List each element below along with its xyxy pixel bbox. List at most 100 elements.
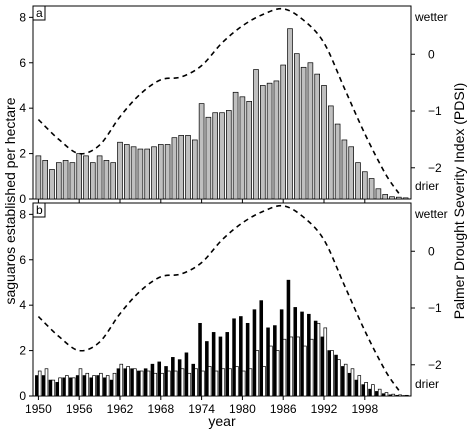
bar-panel-b-s0-1973 bbox=[191, 363, 196, 397]
bar-panel-b-s0-1994 bbox=[334, 354, 338, 397]
bar-panel-b-s0-1984 bbox=[266, 327, 270, 397]
bar-panel-b-s0-1981 bbox=[245, 322, 250, 397]
bar-panel-b-s0-1955 bbox=[69, 377, 73, 397]
bar-panel-b-s1-1990 bbox=[309, 338, 314, 397]
bar-panel-b-s0-1963 bbox=[123, 368, 128, 397]
x-tick-label-1986: 1986 bbox=[270, 402, 297, 416]
bar-panel-a-s0-2004 bbox=[402, 197, 409, 200]
bar-panel-a-s0-1967 bbox=[151, 146, 157, 200]
bar-panel-b-s0-1995 bbox=[341, 366, 345, 397]
y-axis-title: saguaros established per hectare bbox=[2, 97, 18, 304]
y-tick-label-a-2: 2 bbox=[19, 147, 26, 161]
bar-panel-b-s0-1957 bbox=[82, 375, 87, 397]
bar-panel-a-s0-1975 bbox=[205, 116, 212, 200]
bar-panel-a-s0-2000 bbox=[375, 188, 382, 200]
bar-panel-b-s1-1994 bbox=[337, 359, 341, 397]
bar-panel-b-s1-1982 bbox=[255, 350, 260, 397]
bar-panel-b-s0-1954 bbox=[62, 377, 66, 397]
bar-panel-a-s0-1952 bbox=[49, 169, 55, 200]
bar-panel-b-s0-1976 bbox=[211, 332, 216, 397]
bar-panel-b-s1-1959 bbox=[99, 372, 103, 397]
bar-panel-b-s1-1980 bbox=[241, 370, 246, 397]
bar-panel-a-s0-1962 bbox=[117, 141, 123, 200]
x-tick-label-1950: 1950 bbox=[25, 402, 52, 416]
bar-panel-b-s1-1957 bbox=[85, 372, 90, 397]
bar-panel-b-s0-1953 bbox=[55, 382, 60, 397]
bar-panel-a-s0-1959 bbox=[96, 155, 103, 200]
y-tick-label-a-6: 6 bbox=[19, 56, 26, 70]
bar-panel-a-s0-1996 bbox=[348, 146, 355, 200]
bar-panel-b-s0-1958 bbox=[89, 377, 94, 397]
bar-panel-b-s1-1960 bbox=[105, 375, 110, 397]
bar-panel-a-s0-1968 bbox=[158, 144, 164, 200]
bar-panel-a-s0-1979 bbox=[232, 91, 239, 200]
bar-panel-a-s0-1972 bbox=[185, 135, 191, 200]
bar-panel-b-s1-1970 bbox=[173, 370, 178, 397]
bar-panel-a-s0-1974 bbox=[198, 103, 205, 200]
bar-panel-b-s1-1992 bbox=[323, 327, 328, 397]
bar-panel-a-s0-1976 bbox=[212, 112, 219, 200]
bar-panel-b-s1-1995 bbox=[343, 363, 348, 397]
bar-panel-a-s0-1978 bbox=[226, 110, 232, 200]
bar-panel-b-s1-1977 bbox=[221, 368, 226, 397]
bar-panel-a-s0-2002 bbox=[389, 196, 395, 200]
bar-panel-b-s1-1950 bbox=[37, 370, 42, 397]
bar-panel-a-s0-1953 bbox=[55, 162, 62, 200]
bar-panel-a-s0-1984 bbox=[266, 82, 273, 200]
pdsi-line-a bbox=[37, 7, 400, 194]
bar-panel-b-s0-1966 bbox=[143, 368, 148, 397]
bar-panel-a-s0-1961 bbox=[110, 162, 117, 200]
bar-panel-b-s1-1954 bbox=[65, 375, 69, 397]
bar-panel-a-s0-1960 bbox=[103, 160, 110, 200]
bar-panel-b-s0-1998 bbox=[361, 384, 366, 397]
bar-panel-b-s1-1986 bbox=[282, 338, 287, 397]
bar-panel-b-s0-1979 bbox=[232, 318, 236, 397]
bar-panel-b-s1-1983 bbox=[262, 366, 266, 397]
bar-panel-b-s0-1967 bbox=[150, 363, 155, 397]
panel-b-wetter-label: wetter bbox=[414, 207, 448, 221]
bar-panel-b-s0-1968 bbox=[157, 361, 162, 397]
bar-panel-b-s0-1961 bbox=[109, 379, 114, 397]
y2-tick-label-a--2: −2 bbox=[428, 161, 442, 175]
x-tick-label-1974: 1974 bbox=[188, 402, 215, 416]
bar-panel-b-s1-1956 bbox=[78, 368, 83, 397]
bar-panel-b-s0-1971 bbox=[177, 359, 182, 397]
y-tick-label-b-4: 4 bbox=[19, 298, 26, 312]
bar-panel-b-s1-1965 bbox=[139, 370, 144, 397]
x-tick-label-1962: 1962 bbox=[107, 402, 134, 416]
bar-panel-b-s1-1997 bbox=[357, 375, 362, 397]
bar-panel-b-s1-1978 bbox=[228, 368, 232, 397]
bar-panel-b-s0-1989 bbox=[300, 311, 304, 397]
bar-panel-b-s0-1964 bbox=[130, 368, 134, 397]
pdsi-line-b bbox=[37, 204, 400, 391]
bar-panel-b-s1-1961 bbox=[112, 372, 117, 397]
bar-panel-a-s0-1986 bbox=[280, 64, 287, 200]
y-tick-label-b-8: 8 bbox=[19, 207, 26, 221]
bar-panel-b-s1-1971 bbox=[180, 368, 185, 397]
bar-panel-b-s1-1951 bbox=[44, 368, 49, 397]
bar-panel-b-s1-1973 bbox=[194, 368, 198, 397]
panel-b-label: b bbox=[36, 203, 43, 217]
x-tick-label-1956: 1956 bbox=[66, 402, 93, 416]
bar-panel-b-s1-1967 bbox=[153, 372, 158, 397]
panel-a-drier-label: drier bbox=[415, 179, 439, 193]
bar-panel-b-s0-1987 bbox=[286, 279, 291, 397]
bar-panel-b-s0-1951 bbox=[41, 375, 46, 397]
bar-panel-b-s1-1972 bbox=[187, 372, 192, 397]
bar-panel-b-s0-2002 bbox=[388, 394, 393, 397]
bar-panel-b-s0-1969 bbox=[164, 366, 168, 397]
bar-panel-b-s0-1970 bbox=[171, 357, 175, 397]
bar-panel-b-s0-1974 bbox=[198, 322, 202, 397]
bar-panel-b-s1-1955 bbox=[71, 377, 76, 397]
y-tick-label-b-0: 0 bbox=[19, 389, 26, 403]
y-tick-label-a-4: 4 bbox=[19, 101, 26, 115]
bar-panel-b-s0-2001 bbox=[381, 393, 386, 397]
y-tick-label-a-0: 0 bbox=[19, 192, 26, 206]
bar-panel-b-s1-1966 bbox=[146, 370, 151, 397]
bar-panel-a-s0-1989 bbox=[300, 66, 307, 200]
bar-panel-a-s0-1958 bbox=[89, 162, 96, 200]
panel-b-drier-label: drier bbox=[415, 377, 439, 391]
bar-panel-a-s0-1963 bbox=[123, 144, 130, 200]
